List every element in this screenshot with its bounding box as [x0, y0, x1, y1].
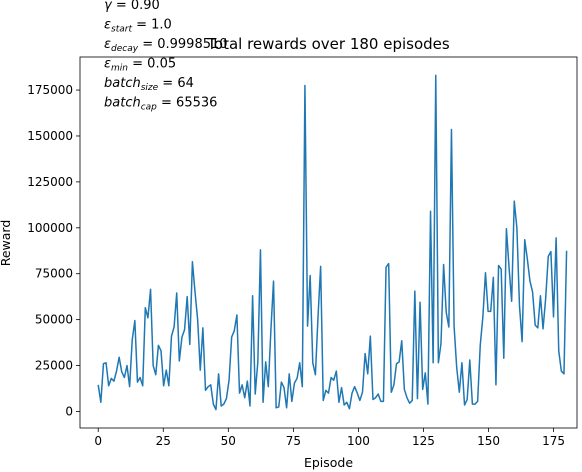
chart-title: Total rewards over 180 episodes [206, 35, 450, 53]
x-tick-label: 175 [542, 434, 565, 448]
y-tick-label: 125000 [27, 175, 73, 189]
x-tick-label: 0 [94, 434, 102, 448]
y-axis: 0 25000 50000 75000 100000 125000 150000 175000 [27, 83, 80, 418]
y-tick-label: 0 [65, 404, 73, 418]
annotation-line: γ = 0.90 [104, 0, 160, 13]
y-axis-label: Reward [0, 220, 13, 267]
x-tick-label: 25 [156, 434, 171, 448]
annotation-line: εstart = 1.0 [104, 18, 172, 35]
x-tick-label: 100 [347, 434, 370, 448]
x-tick-label: 150 [477, 434, 500, 448]
y-tick-label: 100000 [27, 221, 73, 235]
x-tick-label: 75 [286, 434, 301, 448]
y-tick-label: 175000 [27, 83, 73, 97]
x-tick-label: 125 [412, 434, 435, 448]
annotation-line: εdecay = 0.9998510 [104, 37, 228, 54]
x-axis-label: Episode [304, 455, 353, 470]
annotation-line: batchcap = 65536 [104, 96, 217, 113]
y-tick-label: 150000 [27, 129, 73, 143]
y-tick-label: 75000 [35, 267, 73, 281]
y-tick-label: 50000 [35, 313, 73, 327]
x-axis: 0 25 50 75 100 125 150 175 [94, 428, 565, 448]
y-tick-label: 25000 [35, 359, 73, 373]
x-tick-label: 50 [221, 434, 236, 448]
